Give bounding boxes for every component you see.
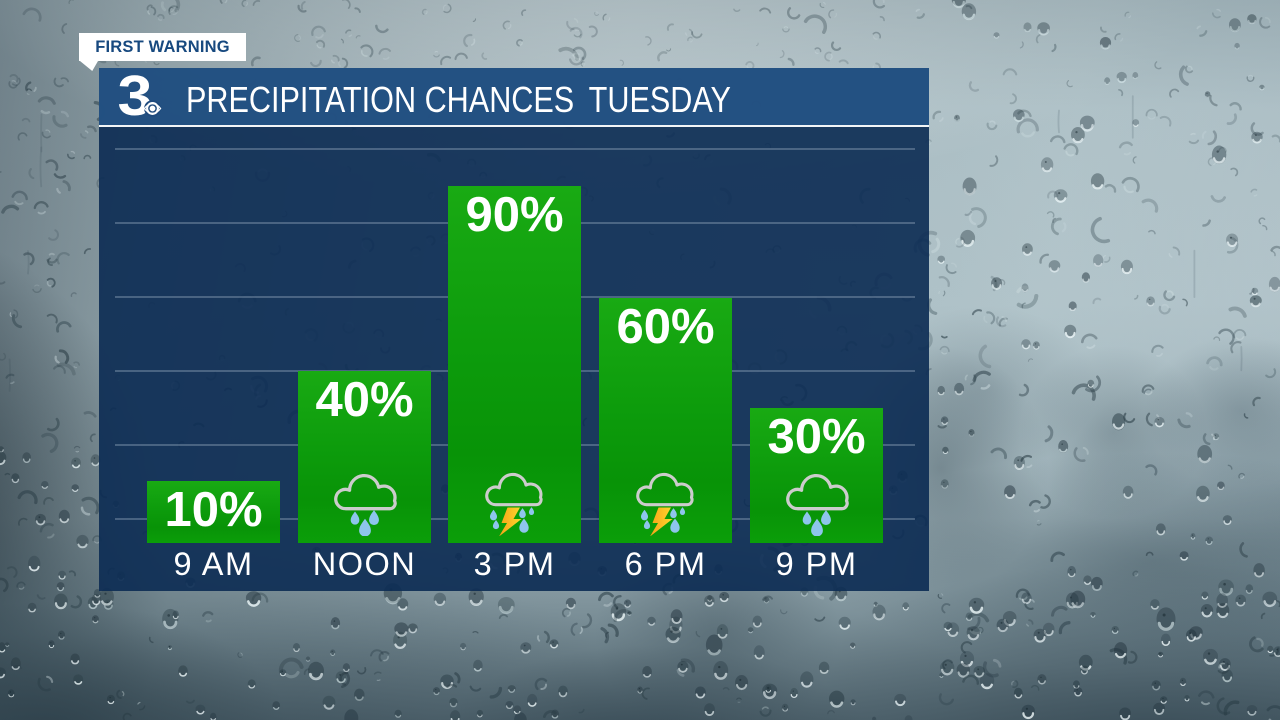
- svg-text:3: 3: [118, 67, 153, 125]
